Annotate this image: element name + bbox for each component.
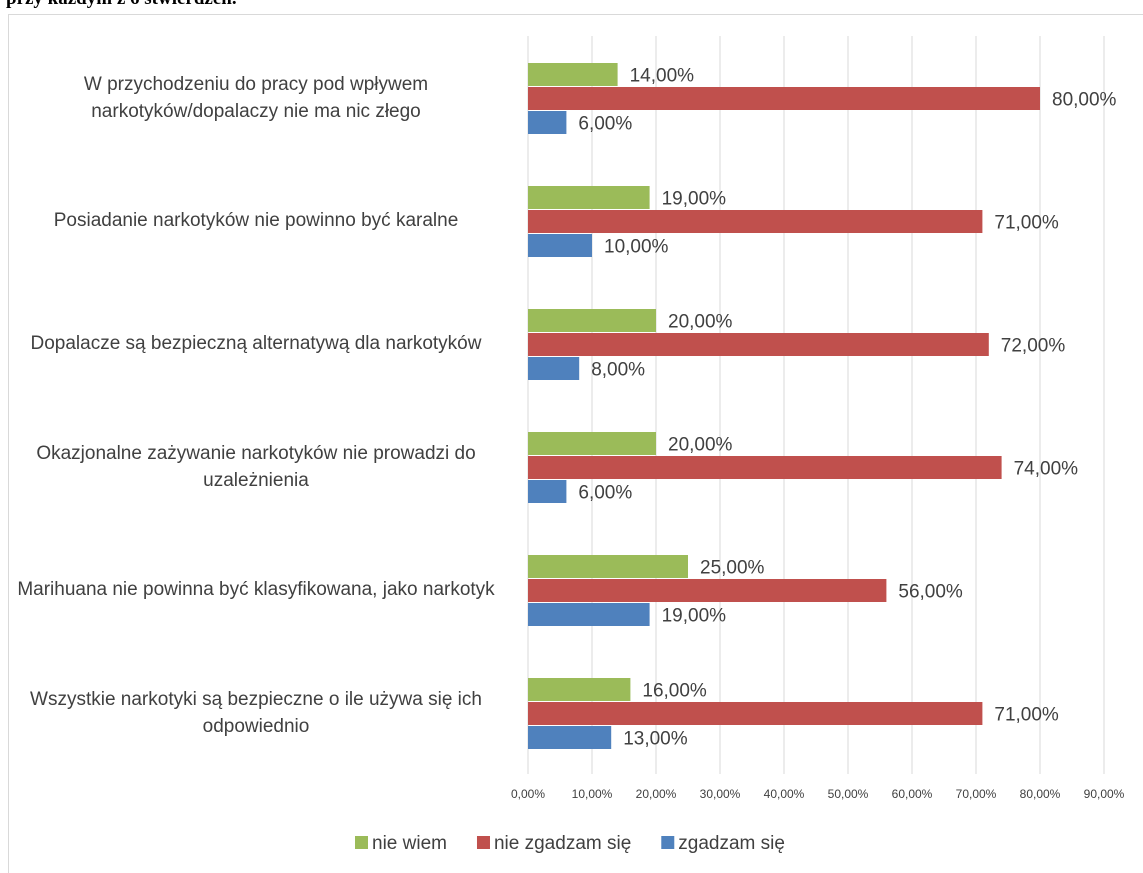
data-label: 10,00% xyxy=(604,237,669,258)
data-label: 74,00% xyxy=(1014,459,1079,480)
bar xyxy=(528,480,567,503)
legend-swatch xyxy=(355,836,368,849)
data-label: 19,00% xyxy=(662,606,727,627)
x-tick-label: 0,00% xyxy=(511,787,545,801)
bar xyxy=(528,87,1040,110)
data-label: 13,00% xyxy=(623,729,688,750)
bar xyxy=(528,603,650,626)
x-tick-label: 60,00% xyxy=(892,787,933,801)
data-label: 72,00% xyxy=(1001,336,1066,357)
bar xyxy=(528,63,618,86)
y-tick-label: Wszystkie narkotyki są bezpieczne o ile … xyxy=(30,688,482,737)
y-tick-label: Dopalacze są bezpieczną alternatywą dla … xyxy=(30,333,482,354)
bar xyxy=(528,111,567,134)
y-tick-label: Posiadanie narkotyków nie powinno być ka… xyxy=(53,210,459,231)
bar xyxy=(528,678,631,701)
data-label: 20,00% xyxy=(668,312,733,333)
chart-title: przy każdym z 6 stwierdzeń. xyxy=(6,0,237,10)
x-tick-label: 30,00% xyxy=(700,787,741,801)
data-label: 25,00% xyxy=(700,558,765,579)
bar xyxy=(528,432,656,455)
data-label: 16,00% xyxy=(642,681,707,702)
y-tick-label: Okazjonalne zażywanie narkotyków nie pro… xyxy=(36,442,476,491)
data-label: 56,00% xyxy=(898,582,963,603)
x-tick-label: 20,00% xyxy=(636,787,677,801)
bar xyxy=(528,186,650,209)
x-tick-label: 40,00% xyxy=(764,787,805,801)
legend-swatch xyxy=(661,836,675,849)
legend-label: zgadzam się xyxy=(678,833,785,854)
x-tick-label: 50,00% xyxy=(828,787,869,801)
bar xyxy=(528,309,656,332)
data-label: 6,00% xyxy=(578,483,632,504)
data-label: 19,00% xyxy=(662,189,727,210)
x-tick-label: 90,00% xyxy=(1084,787,1125,801)
legend-swatch xyxy=(476,836,490,849)
data-label: 71,00% xyxy=(994,705,1059,726)
y-tick-label: W przychodzeniu do pracy pod wpływem nar… xyxy=(83,73,429,122)
bar xyxy=(528,456,1002,479)
y-tick-label: Marihuana nie powinna być klasyfikowana,… xyxy=(17,579,495,600)
data-label: 80,00% xyxy=(1052,90,1117,111)
data-label: 6,00% xyxy=(578,114,632,135)
bar xyxy=(528,333,989,356)
bar xyxy=(528,555,688,578)
x-tick-label: 10,00% xyxy=(572,787,613,801)
legend-label: nie wiem xyxy=(372,833,447,854)
x-tick-label: 70,00% xyxy=(956,787,997,801)
bar xyxy=(528,210,983,233)
legend-label: nie zgadzam się xyxy=(494,833,631,854)
bar xyxy=(528,234,592,257)
x-tick-label: 80,00% xyxy=(1020,787,1061,801)
data-label: 71,00% xyxy=(994,213,1059,234)
bar xyxy=(528,726,612,749)
bar xyxy=(528,357,580,380)
bar xyxy=(528,702,983,725)
data-label: 20,00% xyxy=(668,435,733,456)
data-label: 14,00% xyxy=(630,66,695,87)
data-label: 8,00% xyxy=(591,360,645,381)
bar xyxy=(528,579,887,602)
chart-border xyxy=(8,14,1143,873)
